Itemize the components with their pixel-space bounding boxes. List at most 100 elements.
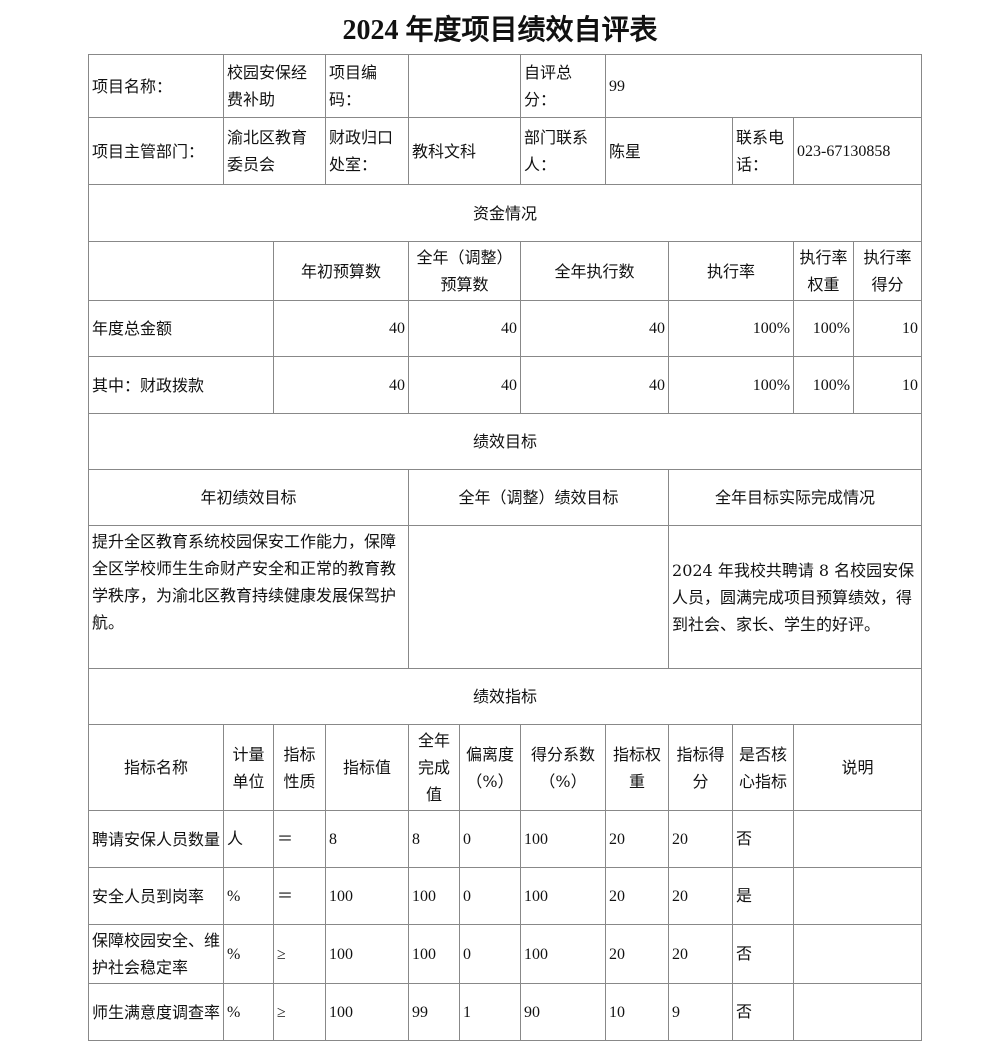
indicator-cell: 100 bbox=[325, 924, 410, 984]
goals-content: 提升全区教育系统校园保安工作能力，保障全区学校师生生命财产安全和正常的教育教学秩… bbox=[87, 525, 923, 669]
indicator-cell bbox=[793, 924, 923, 984]
indicator-cell: 100 bbox=[325, 867, 410, 925]
indicator-cell: 99 bbox=[408, 983, 461, 1041]
funds-header-score: 执行率得分 bbox=[853, 241, 923, 301]
funds-row: 年度总金额 40 40 40 100% 100% 10 bbox=[88, 300, 923, 357]
indicator-row: 师生满意度调查率% ≥100 99 1 90 10 9 否 bbox=[88, 983, 923, 1041]
indicator-cell: 100 bbox=[408, 924, 461, 984]
indicator-row: 保障校园安全、维护社会稳定率% ≥100 100 0 100 20 20 否 bbox=[88, 924, 923, 984]
contact: 陈星 bbox=[605, 117, 734, 185]
indicator-cell: 人 bbox=[223, 810, 274, 868]
indicator-cell: 是 bbox=[732, 867, 795, 925]
goals-header: 年初绩效目标 全年（调整）绩效目标 全年目标实际完成情况 bbox=[87, 469, 923, 526]
self-score-label: 自评总分： bbox=[520, 54, 607, 118]
self-score: 99 bbox=[605, 54, 923, 118]
funds-header-blank bbox=[88, 241, 274, 301]
funds-cell: 40 bbox=[408, 300, 522, 357]
funds-header-weight: 执行率权重 bbox=[793, 241, 855, 301]
indicator-cell: 100 bbox=[408, 867, 461, 925]
funds-cell: 100% bbox=[793, 356, 855, 414]
goal-adjusted bbox=[408, 525, 670, 669]
dept: 渝北区教育委员会 bbox=[222, 117, 327, 185]
page-title: 2024 年度项目绩效自评表 bbox=[342, 15, 658, 46]
evaluation-table: 项目名称： 校园安保经费补助 项目编码： 自评总分： 99 项目主管部门： 渝北… bbox=[87, 54, 923, 1041]
indicator-cell bbox=[793, 983, 923, 1041]
indicators-header: 指标名称 计量单位 指标性质 指标值 全年完成值 偏离度（%） 得分系数（%） … bbox=[88, 724, 923, 811]
indicator-cell: 否 bbox=[732, 810, 795, 868]
funds-cell: 10 bbox=[853, 300, 923, 357]
finance-office-label: 财政归口处室： bbox=[325, 117, 410, 185]
funds-cell: 其中：财政拨款 bbox=[88, 356, 274, 414]
info-row-2: 项目主管部门： 渝北区教育委员会 财政归口处室： 教科文科 部门联系人： 陈星 … bbox=[88, 117, 923, 185]
project-code-label: 项目编码： bbox=[325, 54, 410, 118]
funds-header-initial: 年初预算数 bbox=[272, 241, 410, 301]
funds-cell: 年度总金额 bbox=[88, 300, 274, 357]
phone: 023-67130858 bbox=[793, 117, 923, 185]
indicator-cell: 10 bbox=[605, 983, 670, 1041]
indicator-header: 说明 bbox=[793, 724, 923, 811]
funds-header: 年初预算数 全年（调整）预算数 全年执行数 执行率 执行率权重 执行率得分 bbox=[88, 241, 923, 301]
indicator-header: 得分系数（%） bbox=[520, 724, 607, 811]
indicator-cell: 9 bbox=[668, 983, 734, 1041]
goals-section-title: 绩效目标 bbox=[87, 413, 923, 470]
indicator-header: 是否核心指标 bbox=[732, 724, 795, 811]
indicator-cell: 20 bbox=[668, 924, 734, 984]
indicator-cell: 否 bbox=[732, 924, 795, 984]
project-code bbox=[408, 54, 522, 118]
funds-cell: 100% bbox=[793, 300, 855, 357]
indicator-header: 指标值 bbox=[325, 724, 410, 811]
funds-header-adjusted: 全年（调整）预算数 bbox=[408, 241, 522, 301]
funds-row: 其中：财政拨款 40 40 40 100% 100% 10 bbox=[88, 356, 923, 414]
indicator-cell: 1 bbox=[459, 983, 522, 1041]
indicator-cell: 师生满意度调查率 bbox=[88, 983, 224, 1041]
indicator-cell: 20 bbox=[605, 867, 670, 925]
indicator-cell: % bbox=[223, 867, 274, 925]
goal-actual: 2024 年我校共聘请 8 名校园安保人员，圆满完成项目预算绩效，得到社会、家长… bbox=[668, 525, 923, 669]
indicator-cell: 8 bbox=[408, 810, 461, 868]
funds-cell: 10 bbox=[853, 356, 923, 414]
project-name-label: 项目名称： bbox=[88, 54, 224, 118]
indicator-cell bbox=[793, 810, 923, 868]
dept-label: 项目主管部门： bbox=[88, 117, 224, 185]
indicator-row: 安全人员到岗率% ＝ 100 100 0 100 20 20 是 bbox=[88, 867, 923, 925]
funds-cell: 40 bbox=[408, 356, 522, 414]
indicator-row: 聘请安保人员数量人＝ 8 8 0 100 20 20 否 bbox=[88, 810, 923, 868]
indicator-cell: 0 bbox=[459, 810, 522, 868]
phone-label: 联系电话： bbox=[732, 117, 795, 185]
indicators-section-title: 绩效指标 bbox=[87, 668, 923, 725]
funds-header-rate: 执行率 bbox=[668, 241, 795, 301]
funds-cell: 40 bbox=[272, 356, 410, 414]
indicator-cell: 100 bbox=[520, 924, 607, 984]
indicator-cell: 90 bbox=[520, 983, 607, 1041]
indicator-cell: 0 bbox=[459, 867, 522, 925]
funds-cell: 40 bbox=[520, 356, 670, 414]
indicator-cell: 20 bbox=[668, 810, 734, 868]
indicator-header: 偏离度（%） bbox=[459, 724, 522, 811]
funds-cell: 40 bbox=[520, 300, 670, 357]
indicator-header: 指标名称 bbox=[88, 724, 224, 811]
funds-header-executed: 全年执行数 bbox=[520, 241, 670, 301]
contact-label: 部门联系人： bbox=[520, 117, 607, 185]
indicator-cell: % bbox=[223, 924, 274, 984]
indicator-cell: 100 bbox=[325, 983, 410, 1041]
indicator-cell: ≥ bbox=[272, 983, 327, 1041]
indicator-cell: 20 bbox=[668, 867, 734, 925]
funds-section-title: 资金情况 bbox=[87, 184, 923, 242]
funds-cell: 100% bbox=[668, 356, 795, 414]
goals-header-actual: 全年目标实际完成情况 bbox=[668, 469, 923, 526]
finance-office: 教科文科 bbox=[408, 117, 522, 185]
indicator-cell: ＝ bbox=[272, 867, 327, 925]
indicator-cell: 100 bbox=[520, 810, 607, 868]
indicator-cell: 否 bbox=[732, 983, 795, 1041]
indicator-header: 指标性质 bbox=[272, 724, 327, 811]
goals-header-adjusted: 全年（调整）绩效目标 bbox=[408, 469, 670, 526]
indicator-cell: ≥ bbox=[272, 924, 327, 984]
project-name: 校园安保经费补助 bbox=[222, 54, 327, 118]
indicator-cell: 0 bbox=[459, 924, 522, 984]
indicator-header: 指标权重 bbox=[605, 724, 670, 811]
indicator-header: 全年完成值 bbox=[408, 724, 461, 811]
indicator-cell: 20 bbox=[605, 810, 670, 868]
info-row-1: 项目名称： 校园安保经费补助 项目编码： 自评总分： 99 bbox=[88, 54, 923, 118]
indicator-cell: 8 bbox=[325, 810, 410, 868]
indicator-cell: 保障校园安全、维护社会稳定率 bbox=[88, 924, 224, 984]
